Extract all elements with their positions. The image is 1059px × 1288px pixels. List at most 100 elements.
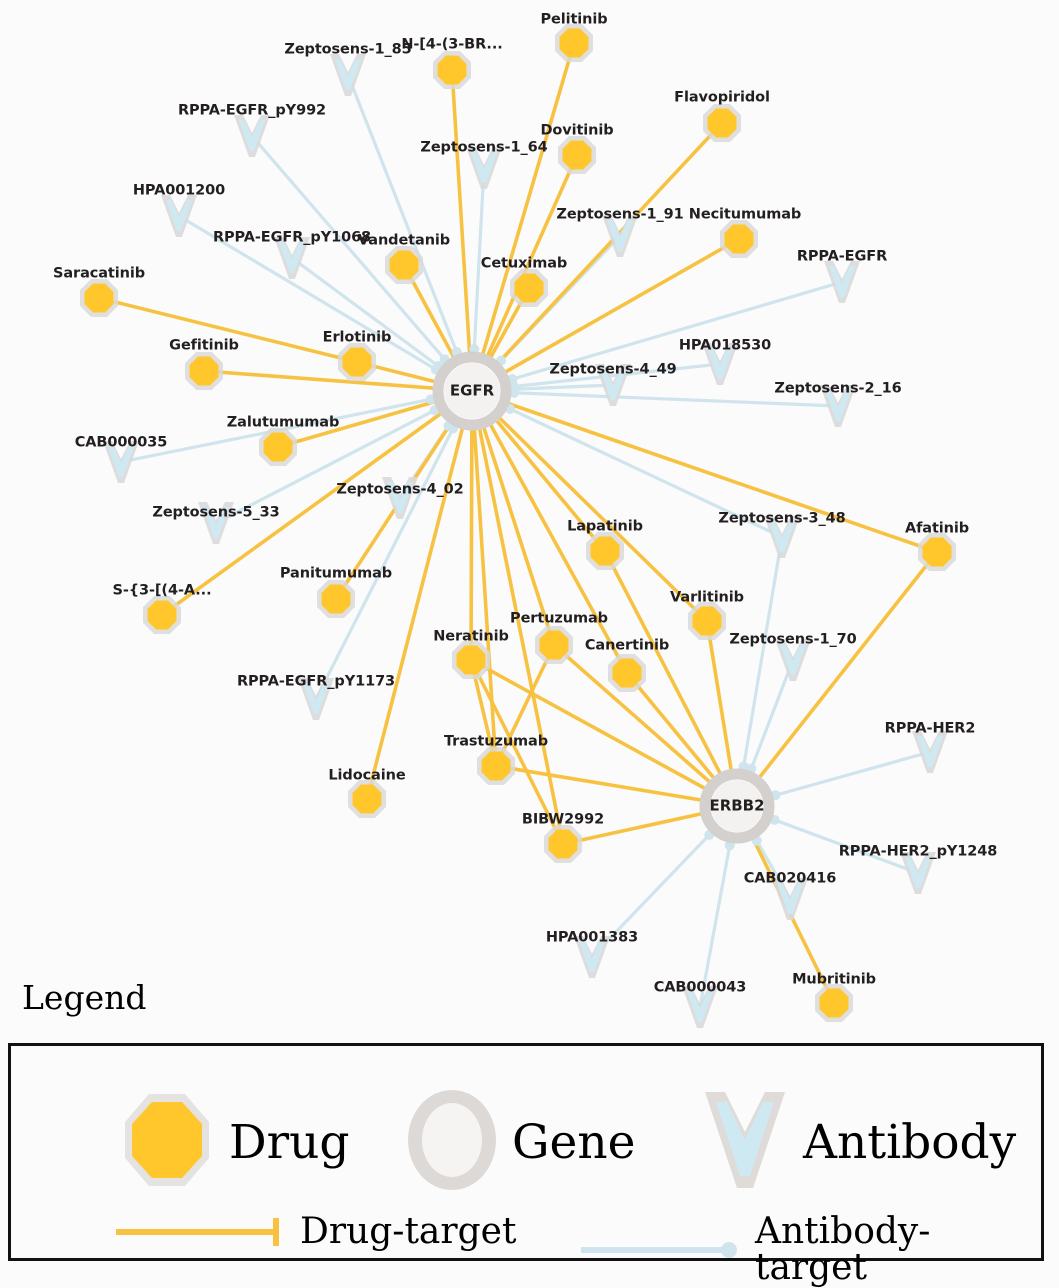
drug-target-edge	[470, 41, 576, 393]
drug-target-edge	[450, 68, 474, 393]
drug-node[interactable]	[584, 530, 626, 572]
antibody-node-label: RPPA-EGFR_pY1068	[212, 229, 372, 246]
drug-target-edge	[365, 389, 474, 801]
antibody-node[interactable]	[680, 984, 720, 1030]
drug-node[interactable]	[542, 823, 584, 865]
drug-node-label: Canertinib	[584, 637, 670, 654]
antibody-node-label: CAB000035	[74, 434, 168, 451]
drug-node-label: Cetuximab	[480, 255, 568, 272]
legend-item-drug: Drug	[119, 1088, 350, 1196]
antibody-target-edge	[214, 389, 474, 525]
antibody-node[interactable]	[822, 259, 862, 305]
drug-node[interactable]	[78, 277, 120, 319]
legend-edge-drug-target: Drug-target	[116, 1214, 516, 1250]
legend-shapes-row: Drug Gene Antibody	[11, 1088, 1041, 1193]
antibody-node[interactable]	[762, 514, 802, 560]
antibody-node[interactable]	[196, 500, 236, 546]
drug-node[interactable]	[533, 624, 575, 666]
drug-node-label: N-[4-(3-BR...	[401, 36, 503, 53]
drug-target-edge	[470, 389, 939, 554]
antibody-node[interactable]	[593, 362, 633, 408]
drug-node[interactable]	[336, 341, 378, 383]
antibody-node[interactable]	[464, 145, 504, 191]
legend-edge-antibody-target-label: Antibody-target	[755, 1211, 931, 1288]
drug-target-edge	[469, 658, 739, 808]
drug-node[interactable]	[556, 134, 598, 176]
legend-edge-drug-target-label: Drug-target	[300, 1211, 517, 1252]
antibody-target-edge	[470, 280, 844, 393]
legend-title: Legend	[22, 978, 147, 1017]
drug-node-label: Flavopiridol	[674, 89, 770, 106]
antibody-node[interactable]	[380, 475, 420, 521]
drug-target-edge	[470, 389, 629, 675]
drug-node[interactable]	[383, 244, 425, 286]
drug-target-edge	[97, 296, 359, 364]
drug-node[interactable]	[916, 531, 958, 573]
drug-node[interactable]	[606, 652, 648, 694]
drug-node[interactable]	[475, 745, 517, 787]
drug-target-edge	[603, 549, 739, 808]
antibody-node-label: Zeptosens-1_91	[556, 206, 684, 223]
antibody-node-label: RPPA-EGFR_pY1173	[236, 673, 396, 690]
drug-node-label: BIBW2992	[521, 811, 605, 828]
drug-node[interactable]	[450, 639, 492, 681]
drug-node[interactable]	[718, 218, 760, 260]
drug-node[interactable]	[346, 778, 388, 820]
drug-node[interactable]	[686, 600, 728, 642]
antibody-node[interactable]	[600, 213, 640, 259]
antibody-target-edge	[735, 535, 784, 808]
antibody-node[interactable]	[572, 934, 612, 980]
drug-node-label: Vandetanib	[357, 232, 451, 249]
antibody-node[interactable]	[818, 383, 858, 429]
antibody-node[interactable]	[910, 729, 950, 775]
drug-target-edge	[494, 643, 556, 768]
antibody-node[interactable]	[328, 52, 368, 98]
antibody-node[interactable]	[101, 439, 141, 485]
antibody-node[interactable]	[898, 850, 938, 896]
antibody-node-label: Zeptosens-4_49	[549, 361, 677, 378]
legend-item-drug-label: Drug	[229, 1114, 350, 1170]
drug-node[interactable]	[508, 267, 550, 309]
antibody-node[interactable]	[770, 876, 810, 922]
drug-target-edge	[470, 389, 709, 623]
drug-node[interactable]	[141, 594, 183, 636]
gene-node[interactable]	[432, 351, 512, 431]
legend-item-antibody-label: Antibody	[803, 1114, 1017, 1170]
antibody-node[interactable]	[272, 235, 312, 281]
gene-node[interactable]	[699, 768, 775, 844]
antibody-target-edge	[314, 389, 474, 701]
antibody-node[interactable]	[296, 676, 336, 722]
drug-node[interactable]	[431, 49, 473, 91]
drug-target-edge	[470, 389, 556, 647]
antibody-node[interactable]	[773, 637, 813, 683]
legend: Legend Drug Gene	[0, 981, 1059, 1286]
antibody-target-edge	[119, 389, 474, 464]
antibody-node-label: Zeptosens-5_33	[152, 504, 280, 521]
drug-node-label: S-{3-[(4-A...	[112, 582, 212, 599]
tee-line-icon	[116, 1214, 286, 1250]
antibody-node[interactable]	[232, 113, 272, 159]
antibody-node-label: Zeptosens-1_85	[284, 41, 412, 58]
antibody-node-label: HPA001200	[132, 182, 226, 199]
drug-node[interactable]	[183, 350, 225, 392]
drug-node[interactable]	[257, 426, 299, 468]
drug-node[interactable]	[813, 982, 855, 1024]
antibody-node-label: Zeptosens-2_16	[774, 380, 902, 397]
chevron-icon	[701, 1088, 789, 1196]
antibody-target-edge	[346, 73, 474, 393]
drug-node[interactable]	[701, 102, 743, 144]
antibody-node-label: RPPA-HER2	[884, 720, 976, 737]
drug-node-label: Dovitinib	[540, 122, 614, 139]
drug-node[interactable]	[315, 578, 357, 620]
antibody-node[interactable]	[700, 341, 740, 387]
drug-node-label: Necitumumab	[688, 206, 802, 223]
drug-target-edge	[469, 658, 565, 846]
drug-target-edge	[470, 389, 565, 846]
antibody-target-edge	[470, 389, 840, 408]
legend-edges-row: Drug-target Antibody-target	[11, 1214, 1041, 1286]
drug-node[interactable]	[553, 22, 595, 64]
drug-node-label: Zalutumumab	[226, 414, 340, 431]
dot-line-icon	[581, 1232, 741, 1268]
antibody-target-edge	[470, 389, 784, 539]
antibody-node[interactable]	[159, 193, 199, 239]
